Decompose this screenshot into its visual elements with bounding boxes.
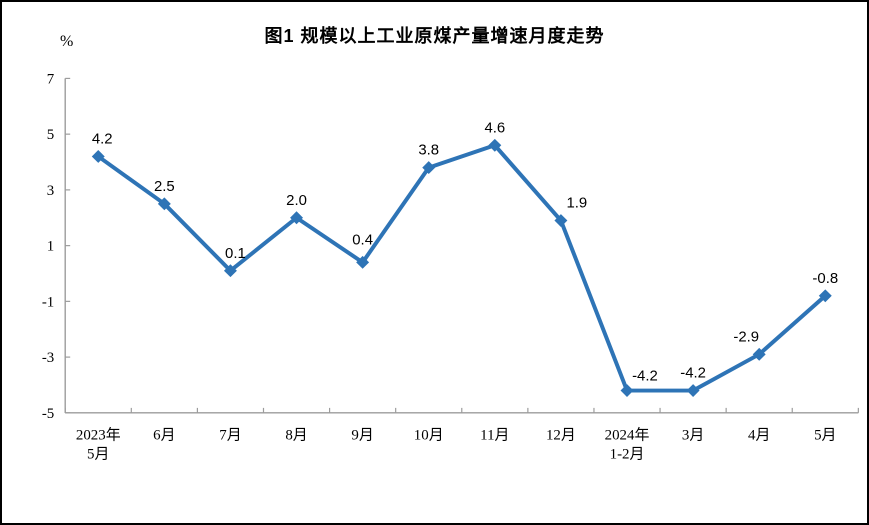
x-tick-label: 5月 bbox=[814, 428, 836, 444]
data-point-marker bbox=[686, 384, 700, 398]
data-point-label: 2.0 bbox=[286, 193, 307, 209]
x-tick-label: 4月 bbox=[748, 428, 770, 444]
data-point-label: -4.2 bbox=[680, 366, 706, 382]
x-tick-label: 10月 bbox=[414, 428, 444, 444]
x-tick-label: 11月 bbox=[480, 428, 509, 444]
data-point-label: -4.2 bbox=[632, 369, 658, 385]
chart-title: 图1 规模以上工业原煤产量增速月度走势 bbox=[264, 26, 605, 46]
y-tick-label: -5 bbox=[42, 406, 54, 422]
x-tick-label: 8月 bbox=[285, 428, 307, 444]
data-point-marker bbox=[223, 264, 237, 278]
x-tick-label: 9月 bbox=[351, 428, 373, 444]
x-tick-label: 7月 bbox=[219, 428, 241, 444]
data-point-marker bbox=[157, 197, 171, 211]
data-point-marker bbox=[356, 255, 370, 269]
y-tick-label: -3 bbox=[42, 350, 54, 366]
y-tick-label: 5 bbox=[47, 127, 54, 143]
series-line bbox=[96, 143, 828, 393]
y-tick-label: 1 bbox=[47, 239, 54, 255]
x-tick-label: 2023年 5月 bbox=[76, 427, 121, 463]
data-point-label: 1.9 bbox=[566, 196, 587, 212]
x-tick-label: 12月 bbox=[546, 428, 576, 444]
data-point-label: -2.9 bbox=[733, 329, 759, 345]
y-tick-label: 3 bbox=[47, 183, 54, 199]
data-point-label: 2.5 bbox=[154, 179, 175, 195]
y-tick-label: 7 bbox=[47, 71, 55, 87]
data-point-label: 0.1 bbox=[225, 246, 246, 262]
y-axis-unit-label: % bbox=[60, 33, 74, 50]
data-point-label: -0.8 bbox=[812, 271, 838, 287]
data-point-label: 3.8 bbox=[418, 143, 439, 159]
x-tick-label: 2024年 1-2月 bbox=[605, 427, 650, 463]
data-point-label: 4.2 bbox=[92, 132, 113, 148]
data-point-label: 4.6 bbox=[484, 120, 505, 136]
data-point-marker bbox=[488, 138, 502, 152]
data-point-label: 0.4 bbox=[352, 233, 373, 249]
x-tick-label: 6月 bbox=[153, 428, 175, 444]
x-tick-label: 3月 bbox=[682, 428, 704, 444]
y-tick-label: -1 bbox=[42, 294, 54, 310]
data-point-marker bbox=[620, 384, 634, 398]
data-point-marker bbox=[818, 289, 832, 303]
